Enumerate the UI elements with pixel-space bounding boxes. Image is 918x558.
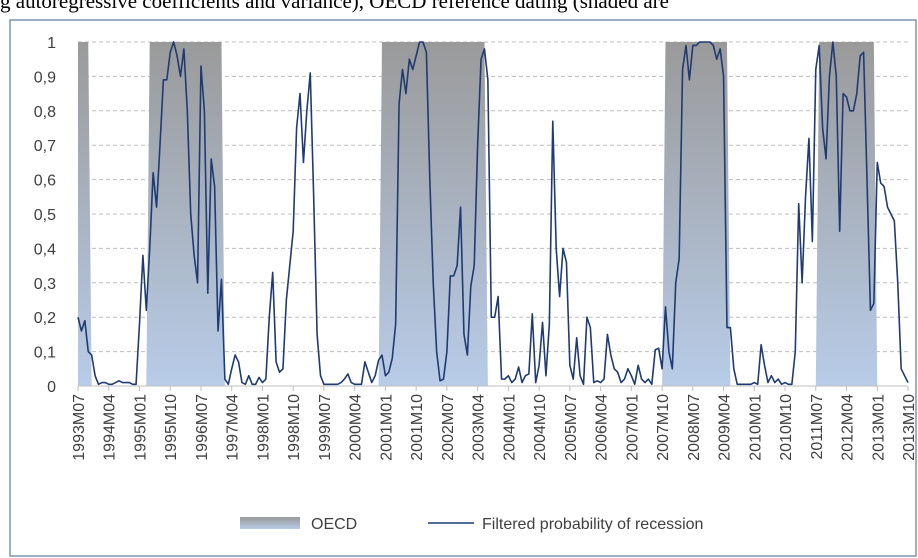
y-tick-label: 0: [47, 379, 56, 396]
x-tick-label: 2004M01: [501, 394, 518, 461]
legend-label: Filtered probability of recession: [482, 516, 703, 533]
y-tick-label: 0,9: [34, 69, 56, 86]
x-tick-label: 2004M10: [532, 394, 549, 461]
y-tick-label: 0,7: [34, 138, 56, 155]
x-tick-label: 2013M10: [901, 394, 918, 461]
x-tick-label: 2000M04: [348, 394, 365, 461]
x-tick-label: 2003M04: [471, 394, 488, 461]
legend-label: OECD: [311, 516, 357, 533]
x-tick-label: 1999M07: [317, 394, 334, 461]
y-tick-label: 0,1: [34, 345, 56, 362]
x-tick-label: 2010M10: [778, 394, 795, 461]
area: [78, 42, 908, 386]
x-tick-label: 2006M04: [594, 394, 611, 461]
x-tick-label: 1997M04: [225, 394, 242, 461]
x-tick-label: 2007M01: [624, 394, 641, 461]
y-tick-label: 1: [47, 35, 56, 52]
line: [77, 41, 909, 386]
x-tick-label: 1994M04: [102, 394, 119, 461]
y-tick-label: 0,4: [34, 241, 56, 258]
y-tick-label: 0,6: [34, 173, 56, 190]
x-tick-label: 1996M07: [194, 394, 211, 461]
x-tick-label: 2013M01: [870, 394, 887, 461]
x-tick-label: 2001M01: [378, 394, 395, 461]
x-tick-label: 1995M01: [132, 394, 149, 461]
y-tick-label: 0,5: [34, 207, 56, 224]
x-tick-label: 2007M10: [655, 394, 672, 461]
chart-frame: [9, 19, 917, 557]
x-tick-label: 2008M07: [686, 394, 703, 461]
legend-swatch: [240, 517, 300, 529]
x-tick-label: 2009M04: [717, 394, 734, 461]
x-tick-label: 2002M07: [440, 394, 457, 461]
y-tick-label: 0,8: [34, 104, 56, 121]
x-tick-label: 2011M07: [809, 394, 826, 460]
x-tick-label: 2001M10: [409, 394, 426, 461]
y-tick-label: 0,3: [34, 276, 56, 293]
x-tick-label: 1998M01: [255, 394, 272, 461]
y-tick-label: 0,2: [34, 310, 56, 327]
chart-title: g autoregressive coefficients and varian…: [0, 0, 669, 13]
x-tick-label: 1993M07: [71, 394, 88, 461]
x-tick-label: 1998M10: [286, 394, 303, 461]
x-tick-label: 2010M01: [747, 394, 764, 461]
x-tick-label: 1995M10: [163, 394, 180, 461]
x-tick-label: 2012M04: [840, 394, 857, 461]
x-tick-label: 2005M07: [563, 394, 580, 461]
